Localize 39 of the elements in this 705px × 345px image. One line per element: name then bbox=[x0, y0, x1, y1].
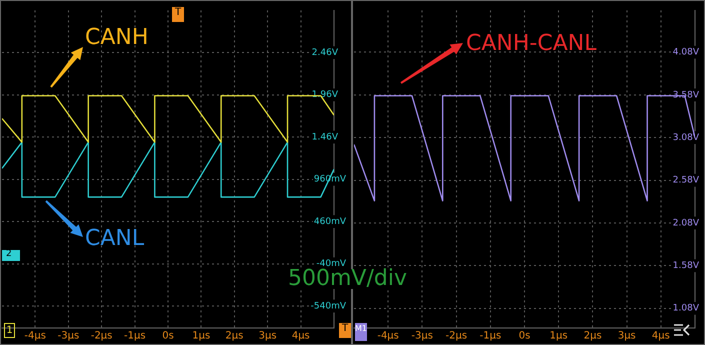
y-tick-label: 3.08V bbox=[672, 132, 700, 143]
y-tick-label: 2.46V bbox=[312, 48, 339, 58]
x-tick-label: 2μs bbox=[225, 330, 244, 342]
series-label: CANL bbox=[85, 226, 144, 251]
x-tick-label: 4μs bbox=[652, 330, 670, 342]
x-tick-label: 3μs bbox=[618, 330, 636, 342]
series-label: CANH-CANL bbox=[466, 31, 596, 56]
x-tick-label: 3μs bbox=[258, 330, 277, 342]
x-tick-label: 1μs bbox=[192, 330, 210, 342]
x-tick-label: -1μs bbox=[124, 330, 146, 342]
y2-tick-label: -540mV bbox=[310, 301, 347, 312]
x-tick-label: -2μs bbox=[446, 330, 468, 342]
y-tick-label: 1.46V bbox=[312, 132, 339, 142]
x-tick-label: -3μs bbox=[411, 330, 433, 342]
x-tick-label: 2μs bbox=[584, 330, 602, 342]
y-tick-label: 2.58V bbox=[672, 176, 700, 186]
annotation: 500mV/div bbox=[288, 266, 407, 291]
y-tick-label: 1.58V bbox=[672, 261, 700, 272]
x-tick-label: -4μs bbox=[24, 330, 46, 342]
x-tick-label: 0s bbox=[518, 330, 530, 342]
text: T bbox=[339, 323, 351, 338]
x-tick-label: -1μs bbox=[480, 330, 502, 342]
y2-tick-label: -40mV bbox=[316, 259, 347, 270]
y-tick-label: 3.58V bbox=[672, 90, 700, 100]
text: CANH bbox=[85, 25, 148, 50]
y2-tick-label: 460mV bbox=[314, 216, 347, 227]
y-tick-label: 1.08V bbox=[672, 304, 700, 314]
x-tick-label: 1μs bbox=[550, 330, 568, 342]
y-tick-label: 4.08V bbox=[672, 48, 700, 58]
y-tick-label: 1.96V bbox=[312, 90, 339, 100]
y-tick-label: 2.08V bbox=[672, 218, 700, 228]
annotation: M1 bbox=[355, 323, 367, 341]
x-tick-label: 0s bbox=[162, 330, 174, 342]
annotation: 1 bbox=[4, 323, 15, 338]
annotation: T bbox=[172, 7, 184, 22]
x-tick-label: -4μs bbox=[377, 330, 399, 342]
x-tick-label: -2μs bbox=[90, 330, 112, 342]
x-tick-label: -3μs bbox=[58, 330, 80, 342]
x-tick-label: 4μs bbox=[292, 330, 310, 342]
